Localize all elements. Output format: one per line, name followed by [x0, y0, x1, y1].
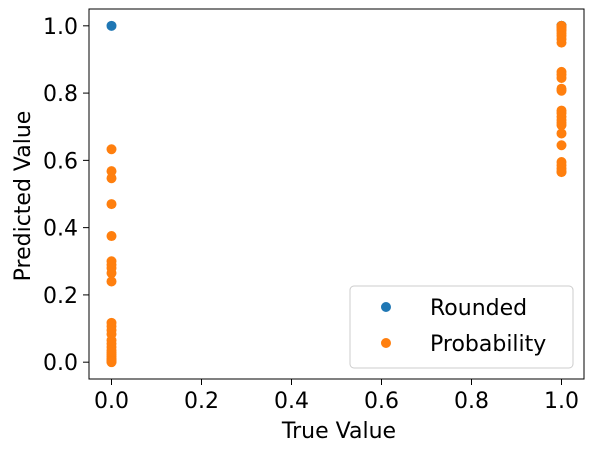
legend: Rounded Probability: [349, 285, 574, 369]
data-point: [556, 128, 567, 139]
data-point: [106, 173, 117, 184]
x-tick-label: 0.6: [364, 389, 399, 414]
y-tick-label: 0.6: [43, 149, 78, 174]
plot-frame: [88, 8, 585, 380]
data-point: [106, 199, 117, 210]
legend-marker: [381, 338, 391, 348]
y-tick-label: 0.0: [43, 351, 78, 376]
legend-marker: [381, 302, 391, 312]
x-tick-label: 0.8: [454, 389, 489, 414]
x-tick-label: 0.2: [184, 389, 219, 414]
data-point: [106, 166, 117, 177]
series-rounded: [106, 20, 567, 31]
x-axis-label: True Value: [281, 419, 396, 444]
data-point: [556, 167, 567, 178]
y-tick-label: 0.8: [43, 82, 78, 107]
series-probability: [106, 20, 567, 368]
legend-entry-probability: Probability: [430, 332, 546, 357]
data-point: [106, 20, 117, 31]
data-point: [106, 357, 117, 368]
data-point: [556, 72, 567, 83]
data-point: [556, 140, 567, 151]
y-axis-label: Predicted Value: [11, 111, 36, 282]
data-point: [106, 268, 117, 279]
x-tick-label: 0.0: [94, 389, 129, 414]
data-point: [106, 144, 117, 155]
x-tick-label: 1.0: [544, 389, 579, 414]
axes: 0.0 0.2 0.4 0.6 0.8 1.0 0.0 0.2 0.4 0.6 0.8 1.0: [43, 8, 585, 414]
data-point: [106, 276, 117, 287]
y-tick-label: 0.4: [43, 217, 78, 242]
plot-area: [106, 20, 567, 368]
data-point: [556, 37, 567, 48]
y-tick-label: 0.2: [43, 284, 78, 309]
data-point: [106, 231, 117, 242]
legend-box: [349, 285, 574, 369]
data-point: [556, 120, 567, 131]
y-tick-label: 1.0: [43, 15, 78, 40]
data-point: [556, 85, 567, 96]
legend-entry-rounded: Rounded: [430, 296, 527, 321]
x-tick-label: 0.4: [274, 389, 309, 414]
